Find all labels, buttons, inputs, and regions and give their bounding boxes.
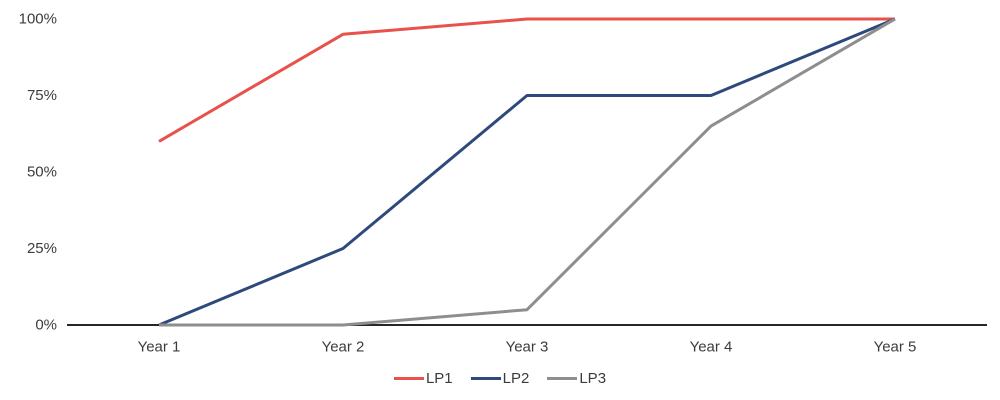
series-line-lp3 [159,17,896,327]
legend-label-lp1: LP1 [425,369,453,387]
series-line-lp2 [158,17,896,327]
legend-label-lp3: LP3 [579,369,607,387]
legend-swatch-lp1 [393,376,424,380]
x-tick-label: Year 3 [506,339,549,356]
legend-swatch-lp3 [547,376,578,380]
legend-swatch-lp2 [470,376,501,380]
y-tick-label: 50% [27,164,57,181]
line-chart: 0% 25% 50% 75% 100% Year 1 Year 2 Year 3 Year 4 Y… [19,11,987,356]
y-tick-label: 0% [35,317,57,334]
legend-item-lp3: LP3 [547,370,606,387]
y-tick-label: 75% [27,87,57,104]
x-tick-label: Year 1 [138,339,181,356]
legend-item-lp2: LP2 [470,369,530,387]
x-tick-label: Year 5 [874,339,917,356]
legend-item-lp1: LP1 [393,369,453,387]
chart-legend: LP1 LP2 LP3 [0,360,1000,396]
legend-label-lp2: LP2 [502,369,530,387]
x-tick-label: Year 4 [690,339,733,356]
series-line-lp1 [158,17,895,143]
y-tick-label: 25% [27,240,57,257]
y-tick-label: 100% [19,11,57,28]
x-tick-label: Year 2 [322,339,365,356]
